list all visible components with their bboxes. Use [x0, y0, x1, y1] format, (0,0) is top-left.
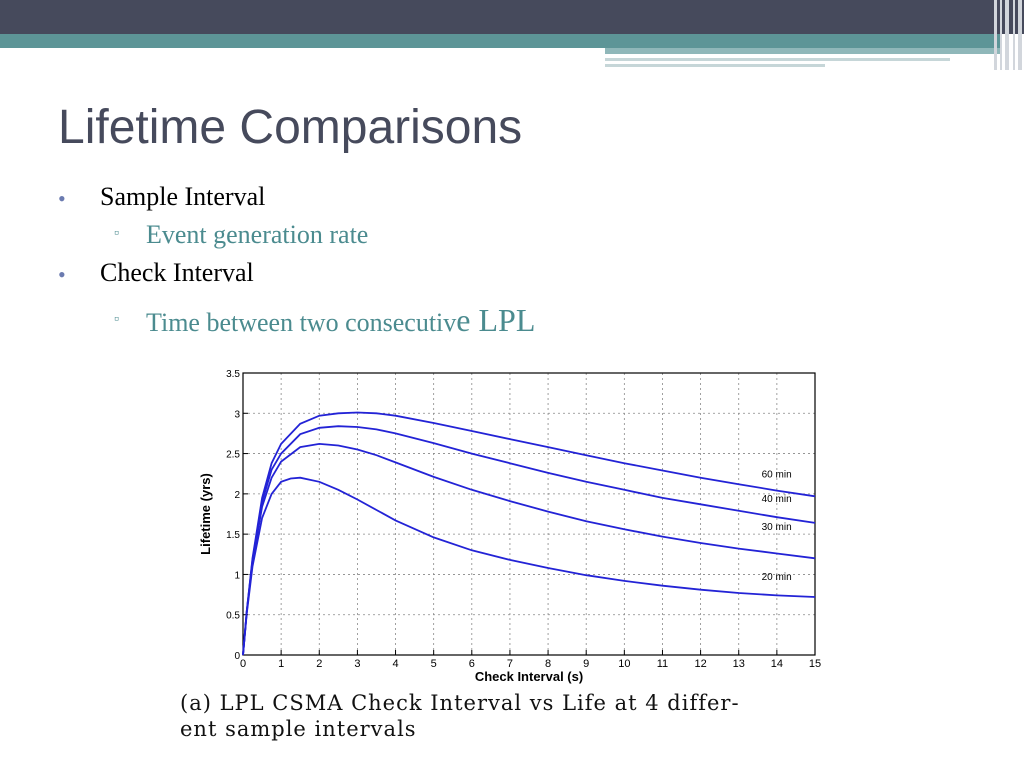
x-tick-label: 8: [545, 658, 551, 670]
bullet-text: Sample Interval: [100, 182, 266, 211]
x-axis-label: Check Interval (s): [475, 669, 583, 684]
x-tick-label: 0: [240, 658, 246, 670]
x-tick-label: 4: [392, 658, 398, 670]
y-tick-label: 0: [234, 651, 240, 662]
y-tick-label: 3.5: [226, 369, 240, 380]
bullet-item: • Check Interval: [58, 258, 758, 296]
sub-bullet-item: ▫ Event generation rate: [58, 220, 758, 258]
x-tick-label: 13: [733, 658, 745, 670]
x-tick-label: 9: [583, 658, 589, 670]
bullet-text: Check Interval: [100, 258, 254, 287]
series-line: [242, 425, 816, 656]
x-tick-label: 11: [657, 658, 668, 670]
header-accent-stripe: [605, 48, 1000, 54]
y-tick-label: 1: [234, 570, 240, 581]
figure-caption: (a) LPL CSMA Check Interval vs Life at 4…: [180, 690, 740, 742]
x-tick-label: 7: [507, 658, 513, 670]
header-accent-bar: [0, 34, 1000, 48]
caption-line: ent sample intervals: [180, 717, 417, 741]
header-accent-line: [605, 64, 825, 67]
series-label: 20 min: [762, 572, 792, 583]
y-tick-label: 2.5: [226, 450, 240, 461]
header-corner-stripes: [992, 0, 1024, 70]
x-tick-label: 3: [354, 658, 360, 670]
x-tick-label: 15: [809, 658, 821, 670]
bullet-dot-icon: •: [58, 262, 66, 287]
x-tick-label: 6: [469, 658, 475, 670]
series-line: [242, 411, 816, 656]
lifetime-line-chart: 0 1 2 3 4 5 6 7 8 9 10 11 12 13 14 1500.511.522.533.5Ch…: [198, 369, 821, 684]
y-axis-label: Lifetime (yrs): [198, 473, 213, 555]
header-accent-line: [605, 58, 950, 61]
series-line: [242, 476, 816, 656]
bullet-item: • Sample Interval: [58, 182, 758, 220]
series-label: 60 min: [762, 470, 792, 481]
caption-line: (a) LPL CSMA Check Interval vs Life at 4…: [180, 691, 740, 715]
sub-bullet-item: ▫ Time between two consecutive LPL: [58, 302, 758, 340]
x-tick-label: 10: [618, 658, 630, 670]
x-tick-label: 12: [694, 658, 706, 670]
bullet-list: • Sample Interval ▫ Event generation rat…: [58, 182, 758, 340]
x-tick-label: 1: [278, 658, 284, 670]
plot-frame: [242, 372, 816, 656]
sub-bullet-text-part: Time between two consecutiv: [146, 308, 457, 337]
sub-bullet-text: Time between two consecutive LPL: [146, 302, 535, 339]
y-tick-label: 0.5: [226, 611, 240, 622]
y-tick-label: 2: [234, 490, 240, 501]
sub-bullet-square-icon: ▫: [114, 226, 119, 241]
header-bar: [0, 0, 1024, 34]
sub-bullet-square-icon: ▫: [114, 312, 119, 327]
sub-bullet-text: Event generation rate: [146, 220, 369, 249]
series-label: 40 min: [762, 494, 792, 505]
x-tick-label: 14: [771, 658, 783, 670]
slide-title: Lifetime Comparisons: [58, 101, 523, 154]
series-label: 30 min: [762, 522, 792, 533]
plot-area: [243, 373, 815, 655]
series-line: [242, 442, 816, 656]
sub-bullet-text-part: e LPL: [456, 302, 536, 338]
x-tick-label: 2: [316, 658, 322, 670]
y-tick-label: 1.5: [226, 530, 240, 541]
x-tick-label: 5: [431, 658, 437, 670]
bullet-dot-icon: •: [58, 186, 66, 211]
y-tick-label: 3: [234, 409, 240, 420]
